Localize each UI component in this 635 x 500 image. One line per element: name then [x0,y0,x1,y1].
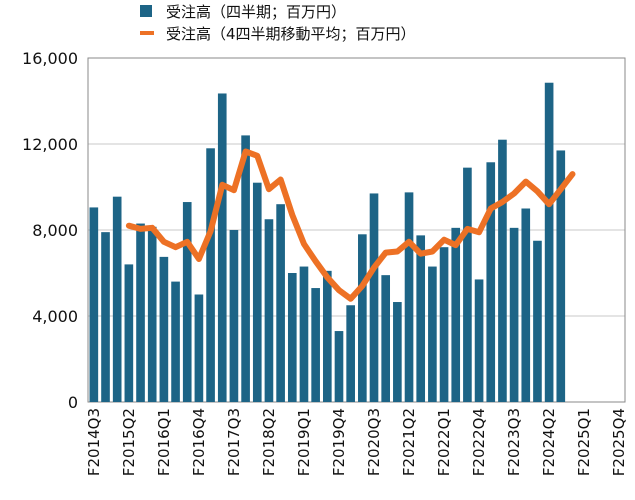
bar [89,207,99,402]
plot-frame [87,57,626,403]
bar [358,234,367,402]
bar [159,256,169,402]
bar [556,150,566,402]
y-tick-label: 16,000 [22,49,78,68]
x-tick-label: F2020Q3 [365,408,383,476]
bar [334,331,344,402]
bar [428,266,437,402]
bar [112,196,122,402]
bar [182,202,192,402]
x-tick-label: F2014Q3 [85,408,103,476]
bar [369,193,379,402]
bar [311,288,320,402]
legend-line-label: 受注高（4四半期移動平均；百万円） [166,24,416,43]
bar [101,232,110,402]
bar [124,264,134,402]
x-tick-label: F2019Q4 [330,408,348,476]
x-tick-label: F2016Q1 [155,408,173,476]
bar [416,235,426,402]
bar [381,275,391,402]
bar [299,266,309,402]
x-tick-label: F2023Q3 [505,408,523,476]
bar [217,93,227,402]
legend-item-line: 受注高（4四半期移動平均；百万円） [140,22,416,44]
x-tick-label: F2015Q2 [120,408,138,476]
bar [346,305,355,402]
legend: 受注高（四半期；百万円） 受注高（4四半期移動平均；百万円） [140,0,416,44]
x-tick-label: F2017Q3 [225,408,243,476]
bar [533,240,542,402]
x-tick-label: F2025Q4 [610,408,628,476]
x-tick-label: F2019Q1 [295,408,313,476]
x-tick-label: F2022Q1 [435,408,453,476]
bar [404,192,414,402]
bar [393,302,402,402]
bar [264,219,274,402]
y-tick-label: 4,000 [32,307,78,326]
bar [276,204,285,402]
bar [322,270,332,402]
bar [498,139,507,402]
bar [241,135,250,402]
bar [136,223,145,402]
bar [474,279,484,402]
legend-bar-label: 受注高（四半期；百万円） [166,2,347,21]
bar [287,273,297,402]
bar [509,227,519,402]
x-tick-label: F2022Q4 [470,408,488,476]
x-tick-label: F2025Q1 [575,408,593,476]
bar [463,167,472,402]
x-tick-label: F2024Q2 [540,408,558,476]
bar [206,148,215,402]
y-tick-label: 8,000 [32,221,78,240]
legend-item-bar: 受注高（四半期；百万円） [140,0,416,22]
bar [194,294,204,402]
legend-line-swatch [140,31,154,35]
bar [229,230,239,402]
bar [451,227,461,402]
x-tick-label: F2018Q2 [260,408,278,476]
x-tick-label: F2021Q2 [400,408,418,476]
x-tick-label: F2016Q4 [190,408,208,476]
legend-bar-swatch [140,5,152,17]
bar [439,247,449,402]
bar [521,208,531,402]
bar [252,182,262,402]
bar [486,162,496,402]
moving-average-line [125,148,576,302]
bar [147,226,157,402]
bar [171,281,180,402]
y-tick-label: 0 [68,393,78,412]
bar [544,82,554,402]
y-tick-label: 12,000 [22,135,78,154]
